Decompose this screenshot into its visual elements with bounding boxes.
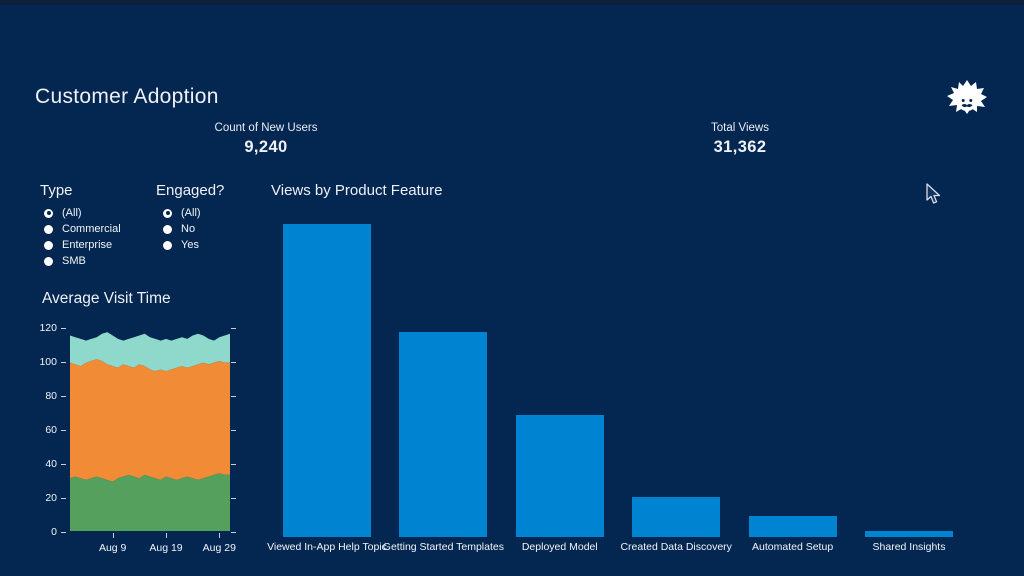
radio-type-commercial[interactable]: Commercial	[44, 221, 121, 237]
kpi-label: Total Views	[711, 122, 769, 134]
bar-2[interactable]	[515, 415, 604, 537]
x-axis-tick-mark	[219, 533, 221, 538]
radio-engaged-all[interactable]: (All)	[163, 205, 201, 221]
radio-label: No	[181, 223, 196, 235]
page-title: Customer Adoption	[35, 85, 219, 108]
y-axis-tick-label: 120	[39, 322, 57, 334]
y-axis-tick-mark	[61, 497, 66, 499]
radio-icon[interactable]	[163, 240, 172, 250]
x-axis-tick-mark	[112, 533, 114, 538]
bar-category-label-5: Shared Insights	[872, 541, 946, 553]
x-axis-tick-label: Aug 19	[149, 542, 183, 554]
radio-icon[interactable]	[44, 240, 53, 250]
area-layer-bottom[interactable]	[70, 473, 230, 531]
y-axis-tick-mark	[61, 361, 66, 363]
y-axis-tick-mark	[231, 327, 236, 329]
top-band	[0, 0, 1024, 5]
bar-1[interactable]	[399, 332, 488, 537]
radio-type-all[interactable]: (All)	[44, 205, 82, 221]
radio-type-smb[interactable]: SMB	[44, 253, 86, 269]
y-axis-tick-mark	[61, 429, 66, 431]
y-axis-tick-mark	[61, 463, 66, 465]
y-axis-tick-label: 0	[51, 526, 57, 538]
bar-category-label-3: Created Data Discovery	[620, 541, 732, 553]
kpi-value: 9,240	[244, 138, 288, 156]
bar-5[interactable]	[865, 531, 953, 537]
radio-label: SMB	[62, 255, 86, 267]
radio-label: (All)	[62, 207, 82, 219]
y-axis-tick-label: 20	[45, 492, 57, 504]
kpi-total-views: Total Views 31,362	[640, 122, 840, 157]
bar-category-label-2: Deployed Model	[521, 541, 598, 553]
area-layer-middle[interactable]	[70, 359, 230, 482]
arrow-cursor	[926, 183, 941, 204]
radio-type-enterprise[interactable]: Enterprise	[44, 237, 112, 253]
area-layer-top[interactable]	[70, 332, 230, 372]
area-chart-title: Average Visit Time	[42, 290, 171, 307]
y-axis-tick-mark	[231, 429, 236, 431]
radio-icon[interactable]	[163, 208, 172, 218]
average-visit-time-chart[interactable]	[70, 325, 231, 532]
radio-label: Yes	[181, 239, 199, 251]
y-axis-tick-label: 40	[45, 458, 57, 470]
y-axis-tick-label: 60	[45, 424, 57, 436]
kpi-label: Count of New Users	[214, 122, 318, 134]
y-axis-tick-mark	[61, 327, 66, 329]
kpi-count-of-new-users: Count of New Users 9,240	[166, 122, 366, 157]
filter-title-type: Type	[40, 182, 73, 199]
y-axis-tick-mark	[231, 395, 236, 397]
y-axis-tick-mark	[231, 497, 236, 499]
y-axis-tick-mark	[231, 531, 236, 533]
x-axis-tick-label: Aug 29	[202, 542, 236, 554]
x-axis-tick-label: Aug 9	[98, 542, 127, 554]
radio-icon[interactable]	[44, 256, 53, 266]
kpi-value: 31,362	[713, 138, 767, 156]
radio-label: Enterprise	[62, 239, 113, 251]
radio-engaged-no[interactable]: No	[163, 221, 195, 237]
bar-category-label-4: Automated Setup	[752, 541, 834, 553]
radio-label: (All)	[181, 207, 201, 219]
bar-3[interactable]	[632, 497, 721, 537]
y-axis-tick-label: 100	[39, 356, 57, 368]
radio-label: Commercial	[62, 223, 121, 235]
radio-icon[interactable]	[44, 224, 53, 234]
x-axis-tick-mark	[166, 533, 167, 538]
radio-icon[interactable]	[163, 224, 172, 234]
einstein-mascot-icon	[947, 80, 987, 114]
bar-chart-title: Views by Product Feature	[271, 182, 443, 199]
y-axis-tick-mark	[61, 531, 66, 533]
y-axis-tick-mark	[61, 395, 66, 397]
y-axis-tick-mark	[231, 463, 236, 465]
y-axis-tick-mark	[231, 361, 236, 363]
radio-engaged-yes[interactable]: Yes	[163, 237, 199, 253]
bar-category-label-0: Viewed In-App Help Topic	[267, 541, 387, 553]
bar-category-label-1: Getting Started Templates	[382, 541, 504, 553]
filter-title-engaged: Engaged?	[156, 182, 225, 199]
radio-icon[interactable]	[44, 208, 53, 218]
bar-0[interactable]	[283, 224, 371, 537]
y-axis-tick-label: 80	[45, 390, 57, 402]
bar-4[interactable]	[748, 516, 837, 537]
